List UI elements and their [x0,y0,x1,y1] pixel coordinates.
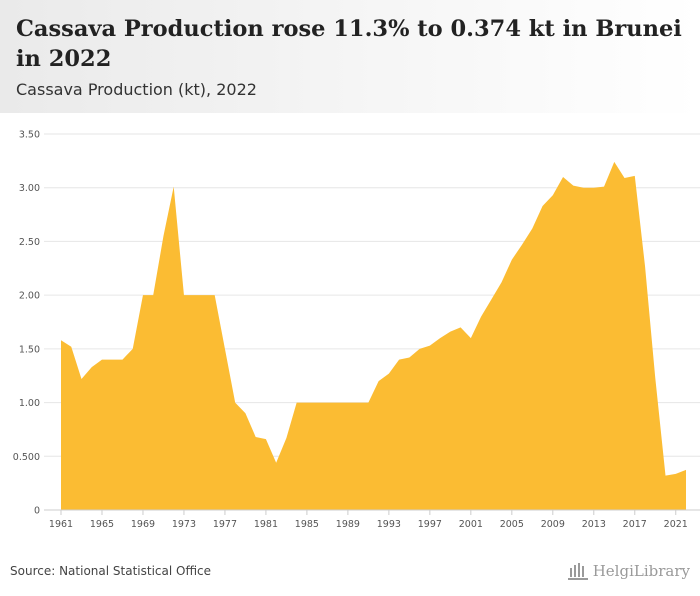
y-tick-label: 3.00 [19,183,40,194]
area-series [61,161,686,510]
x-tick-label: 1965 [90,519,114,530]
header-band: Cassava Production rose 11.3% to 0.374 k… [0,0,700,113]
y-tick-label: 1.50 [19,344,40,355]
library-building-icon [567,563,588,580]
x-tick-label: 1993 [377,519,401,530]
x-tick-label: 1997 [418,519,442,530]
y-tick-label: 0 [34,506,40,517]
y-tick-label: 2.50 [19,237,40,248]
brand-logo[interactable]: HelgiLibrary [567,560,690,582]
source-note: Source: National Statistical Office [10,564,212,578]
x-tick-label: 1985 [295,519,319,530]
y-tick-label: 0.500 [13,452,40,463]
x-tick-label: 1989 [336,519,360,530]
y-axis-ticks: 0 0.500 1.00 1.50 2.00 2.50 3.00 3.50 [13,130,40,517]
x-tick-label: 1977 [213,519,237,530]
series-area [61,161,686,510]
x-tick-label: 1981 [254,519,278,530]
y-tick-label: 3.50 [19,130,40,141]
page-title: Cassava Production rose 11.3% to 0.374 k… [16,16,682,72]
x-tick-label: 2017 [623,519,647,530]
x-tick-label: 2005 [500,519,524,530]
x-tick-label: 2001 [459,519,483,530]
y-tick-label: 2.00 [19,291,40,302]
x-tick-label: 1961 [49,519,73,530]
x-tick-label: 2021 [664,519,688,530]
x-tick-label: 2013 [582,519,606,530]
x-tick-label: 1969 [131,519,155,530]
y-tick-label: 1.00 [19,398,40,409]
page-subtitle: Cassava Production (kt), 2022 [16,80,257,99]
x-tick-label: 2009 [541,519,565,530]
x-tick-label: 1973 [172,519,196,530]
x-axis-ticks: 1961 1965 1969 1973 1977 1981 1985 1989 1993 1997… [49,510,688,530]
brand-name: HelgiLibrary [592,562,690,580]
